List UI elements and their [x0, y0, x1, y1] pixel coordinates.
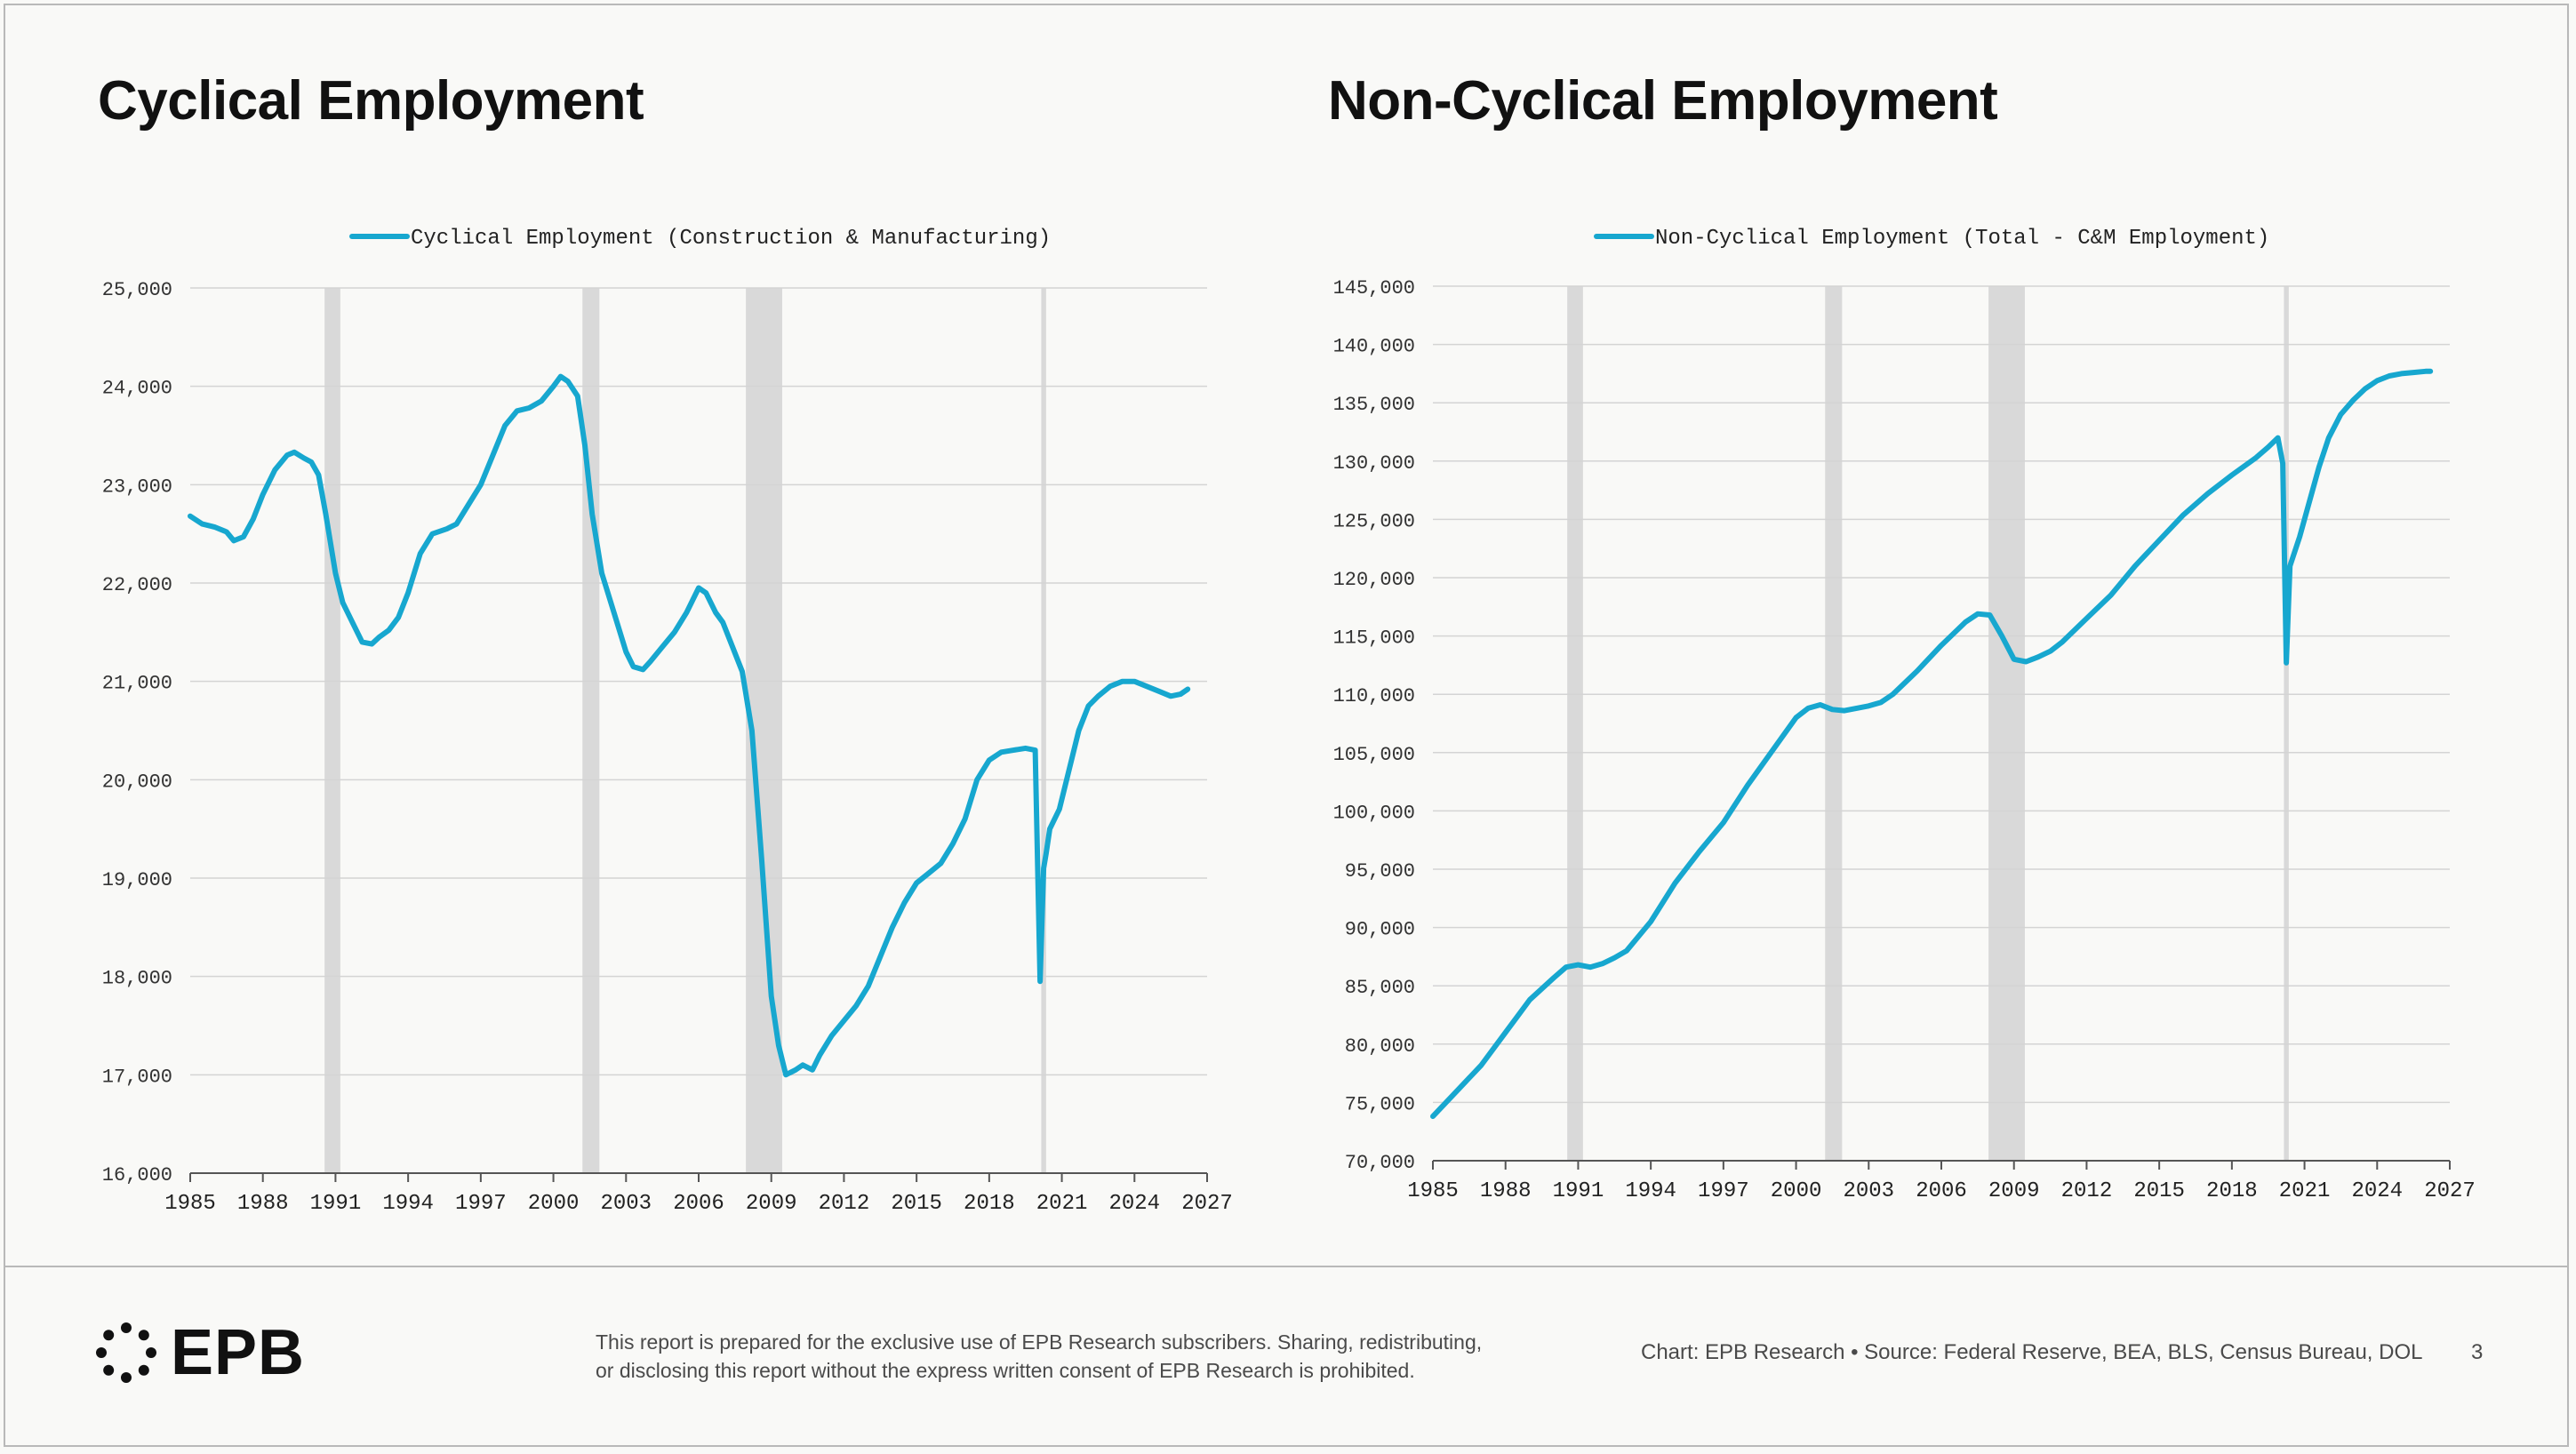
y-tick-label: 130,000	[1333, 452, 1415, 475]
x-tick-label: 2003	[600, 1192, 652, 1216]
y-tick-label: 17,000	[102, 1066, 172, 1088]
y-tick-label: 90,000	[1345, 919, 1415, 941]
y-tick-label: 70,000	[1345, 1152, 1415, 1174]
y-tick-label: 75,000	[1345, 1093, 1415, 1115]
series-line	[1430, 368, 2434, 1120]
x-tick-label: 2012	[2061, 1179, 2113, 1203]
x-tick-label: 1991	[1553, 1179, 1604, 1203]
x-tick-label: 2015	[891, 1192, 942, 1216]
x-tick-label: 2009	[746, 1192, 797, 1216]
y-tick-label: 80,000	[1345, 1035, 1415, 1058]
y-tick-label: 20,000	[102, 771, 172, 793]
y-tick-label: 110,000	[1333, 685, 1415, 707]
y-tick-label: 145,000	[1333, 277, 1415, 300]
y-tick-label: 22,000	[102, 574, 172, 596]
source-note: Chart: EPB Research • Source: Federal Re…	[1641, 1340, 2423, 1364]
y-tick-label: 25,000	[102, 279, 172, 301]
x-tick-label: 2027	[1181, 1192, 1233, 1216]
legend-label: Non-Cyclical Employment (Total - C&M Emp…	[1655, 227, 2269, 251]
recession-band	[2284, 286, 2289, 1161]
y-tick-label: 100,000	[1333, 802, 1415, 824]
x-tick-label: 1997	[455, 1192, 507, 1216]
recession-band	[1041, 288, 1046, 1173]
epb-logo: EPB	[94, 1321, 305, 1385]
x-tick-label: 2021	[1036, 1192, 1088, 1216]
disclaimer-line-1: This report is prepared for the exclusiv…	[596, 1330, 1483, 1354]
charts-svg: 16,000 17,000 18,000 19,000 20,000 21,000 22,0…	[102, 227, 2476, 1216]
x-tick-label: 2018	[2206, 1179, 2258, 1203]
y-tick-label: 95,000	[1345, 860, 1415, 883]
recession-band	[582, 288, 600, 1173]
x-tick-label: 2021	[2279, 1179, 2331, 1203]
x-tick-label: 2024	[1108, 1192, 1160, 1216]
series-line	[188, 373, 1191, 1078]
slide-frame	[4, 4, 2569, 1447]
y-tick-label: 105,000	[1333, 744, 1415, 766]
y-tick-label: 18,000	[102, 968, 172, 990]
x-tick-label: 1985	[1407, 1179, 1459, 1203]
cyclical-employment-chart: 16,000 17,000 18,000 19,000 20,000 21,000 22,0…	[102, 227, 1233, 1216]
footer-divider	[4, 1266, 2569, 1267]
recession-band	[1988, 286, 2025, 1161]
x-tick-label: 1994	[1625, 1179, 1676, 1203]
x-tick-label: 1985	[164, 1192, 216, 1216]
x-tick-label: 2000	[1771, 1179, 1822, 1203]
x-tick-label: 2015	[2133, 1179, 2185, 1203]
x-tick-label: 2000	[528, 1192, 580, 1216]
disclaimer-line-2: or disclosing this report without the ex…	[596, 1359, 1415, 1382]
x-tick-label: 2006	[673, 1192, 724, 1216]
y-tick-label: 24,000	[102, 378, 172, 400]
y-tick-label: 16,000	[102, 1164, 172, 1186]
x-tick-label: 2003	[1843, 1179, 1894, 1203]
non-cyclical-employment-chart: 70,000 75,000 80,000 85,000 90,000 95,000 100,…	[1333, 227, 2476, 1203]
y-tick-label: 120,000	[1333, 569, 1415, 591]
y-tick-label: 85,000	[1345, 977, 1415, 999]
x-tick-label: 1991	[310, 1192, 362, 1216]
page-number: 3	[2471, 1340, 2484, 1364]
legend-label: Cyclical Employment (Construction & Manu…	[411, 227, 1051, 251]
right-chart-title: Non-Cyclical Employment	[1328, 70, 1998, 132]
x-tick-label: 1997	[1698, 1179, 1749, 1203]
recession-band	[324, 288, 340, 1173]
x-tick-label: 1994	[382, 1192, 434, 1216]
x-tick-label: 2027	[2424, 1179, 2476, 1203]
y-tick-label: 23,000	[102, 475, 172, 498]
recession-band	[1567, 286, 1583, 1161]
y-tick-label: 135,000	[1333, 394, 1415, 416]
x-tick-label: 1988	[1480, 1179, 1532, 1203]
x-tick-label: 2012	[819, 1192, 870, 1216]
disclaimer: This report is prepared for the exclusiv…	[596, 1328, 1556, 1385]
logo-text: EPB	[171, 1317, 306, 1388]
x-tick-label: 2024	[2351, 1179, 2403, 1203]
x-tick-label: 1988	[237, 1192, 289, 1216]
x-tick-label: 2009	[1988, 1179, 2040, 1203]
x-tick-label: 2006	[1916, 1179, 1967, 1203]
y-tick-label: 115,000	[1333, 627, 1415, 650]
y-tick-label: 140,000	[1333, 336, 1415, 358]
y-tick-label: 21,000	[102, 673, 172, 695]
epb-logo-icon	[96, 1322, 156, 1383]
y-tick-label: 125,000	[1333, 510, 1415, 532]
x-tick-label: 2018	[964, 1192, 1015, 1216]
y-tick-label: 19,000	[102, 869, 172, 891]
recession-band	[1825, 286, 1843, 1161]
left-chart-title: Cyclical Employment	[98, 70, 644, 132]
